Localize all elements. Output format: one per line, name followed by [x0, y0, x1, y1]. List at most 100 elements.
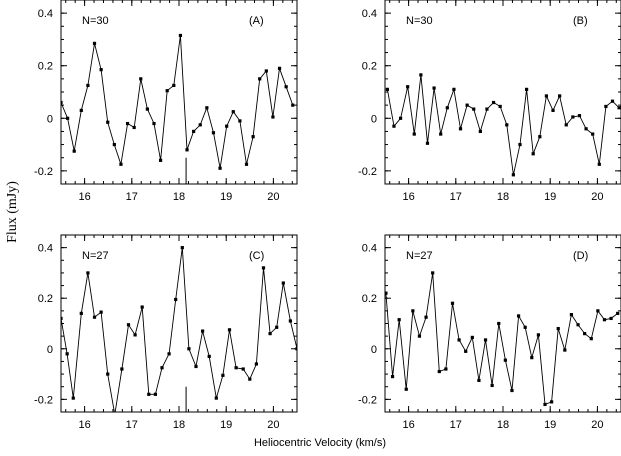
panel-4-data-point [543, 402, 547, 407]
panel-1-data-point [66, 116, 70, 120]
panel-4-series [385, 271, 620, 407]
panel-4-data-point [390, 375, 395, 379]
panel-3-data-point [140, 305, 144, 309]
panel-3-xtick-label: 20 [267, 419, 279, 431]
panel-1-data-point [86, 83, 90, 88]
panel-2-data-point [398, 116, 403, 120]
panel-2-data-point [406, 85, 410, 89]
panel-1-xtick-label: 16 [78, 191, 90, 203]
panel-4-data-point [431, 271, 435, 275]
panel-2-ytick-label: 0.4 [362, 8, 377, 20]
panel-2-data-point [571, 115, 575, 119]
panel-1-ytick-label: -0.2 [34, 166, 53, 178]
panel-3-xtick-label: 19 [220, 419, 232, 431]
panel-4-n-label: N=27 [406, 250, 433, 262]
panel-2-data-point [472, 107, 476, 111]
panel-4-data-point [483, 338, 488, 342]
panel-2-data-point [439, 132, 443, 136]
panel-3-data-point [180, 246, 184, 250]
panel-1-data-point [125, 121, 130, 126]
panel-4-data-point [470, 335, 474, 340]
panel-4-ytick-label: 0.2 [362, 293, 377, 305]
panel-1-data-point [178, 33, 183, 38]
panel-2-data-point [577, 114, 582, 118]
panel-3-data-point [147, 392, 151, 396]
panel-3: 16 17 18 19 20 -0.2 0 0.2 0.4 N=27 (C) [34, 234, 298, 431]
panel-3-data-point [207, 354, 211, 358]
panel-4-data-point [576, 323, 580, 327]
panel-4-data-point [589, 337, 593, 341]
panel-2-data-point [505, 123, 509, 127]
panel-4-data-point [497, 321, 501, 326]
panel-2-data-point [617, 106, 621, 110]
panel-1-data-point [264, 69, 268, 73]
panel-3-data-point [92, 315, 97, 319]
panel-1-data-point [218, 166, 222, 170]
panel-2: 16 17 18 19 20 -0.2 0 0.2 0.4 N=30 (B) [358, 0, 621, 203]
panel-4-data-point [464, 349, 468, 353]
panel-3-data-point [79, 311, 83, 315]
panel-3-data-point [99, 310, 103, 314]
panel-2-xtick-label: 19 [544, 191, 556, 203]
panel-4-data-point [411, 309, 415, 313]
panel-2-data-point [491, 100, 496, 105]
panel-2-data-point [498, 104, 502, 109]
panel-4-data-point [523, 325, 527, 329]
y-axis-label: Flux (mJy) [5, 181, 20, 243]
panel-1-data-point [132, 125, 136, 130]
panel-3-data-point [86, 271, 90, 275]
panel-2-data-point [525, 87, 529, 91]
panel-3-data-point [254, 362, 259, 366]
panel-4-data-point [609, 316, 613, 321]
panel-4-xtick-label: 20 [591, 419, 603, 431]
panel-4-xtick-label: 17 [450, 419, 462, 431]
panel-4-data-point [530, 356, 534, 360]
panel-3-data-point [153, 392, 157, 396]
panel-3-data-point [120, 367, 124, 371]
panel-3-xtick-label: 16 [78, 419, 90, 431]
panel-3-ytick-label: -0.2 [34, 394, 53, 406]
panel-1-n-label: N=30 [82, 15, 109, 27]
panel-2-series [385, 73, 621, 177]
panel-2-data-point [478, 129, 482, 134]
panel-2-data-point [445, 106, 449, 110]
panel-4-data-point [397, 318, 401, 322]
panel-4-ytick-label: -0.2 [358, 394, 377, 406]
panel-2-data-point [558, 94, 562, 98]
panel-3-data-point [106, 372, 110, 376]
panel-2-data-point [551, 108, 555, 112]
panel-4-data-point [602, 318, 607, 322]
panel-4-data-line [385, 272, 618, 406]
panel-4-xtick-label: 16 [402, 419, 414, 431]
panel-3-data-line [61, 247, 297, 412]
panel-1-data-point [284, 85, 288, 89]
panel-2-xtick-label: 17 [450, 191, 462, 203]
panel-1: 16 17 18 19 20 -0.2 0 0.2 0.4 N=30 (A) [34, 0, 298, 203]
panel-1-data-point [152, 121, 156, 126]
panel-3-data-point [126, 323, 131, 327]
panel-2-data-point [584, 127, 588, 131]
panel-1-xtick-label: 17 [126, 191, 138, 203]
panel-3-data-point [281, 281, 285, 285]
panel-2-data-point [452, 87, 456, 91]
panel-1-data-point [238, 119, 242, 123]
panel-3-n-label: N=27 [82, 250, 109, 262]
panel-3-ytick-label: 0 [47, 344, 53, 356]
panel-3-series [61, 246, 297, 416]
panel-2-frame [384, 0, 621, 185]
panel-3-data-point [113, 413, 116, 416]
panel-4-data-point [596, 309, 600, 313]
panel-4-data-point [490, 383, 494, 388]
panel-3-ytick-label: 0.4 [38, 243, 53, 255]
panel-1-panel-label: (A) [249, 15, 264, 27]
panel-3-data-point [201, 329, 205, 333]
panel-1-data-point [119, 162, 123, 166]
panel-2-data-point [597, 162, 601, 166]
panel-1-data-point [198, 123, 202, 127]
panel-4-ytick-label: 0.4 [362, 243, 377, 255]
panel-1-data-point [79, 108, 83, 112]
panel-1-data-point [277, 66, 282, 70]
panel-1-data-point [61, 100, 63, 105]
panel-3-ytick-label: 0.2 [38, 293, 53, 305]
panel-2-data-point [485, 107, 489, 111]
